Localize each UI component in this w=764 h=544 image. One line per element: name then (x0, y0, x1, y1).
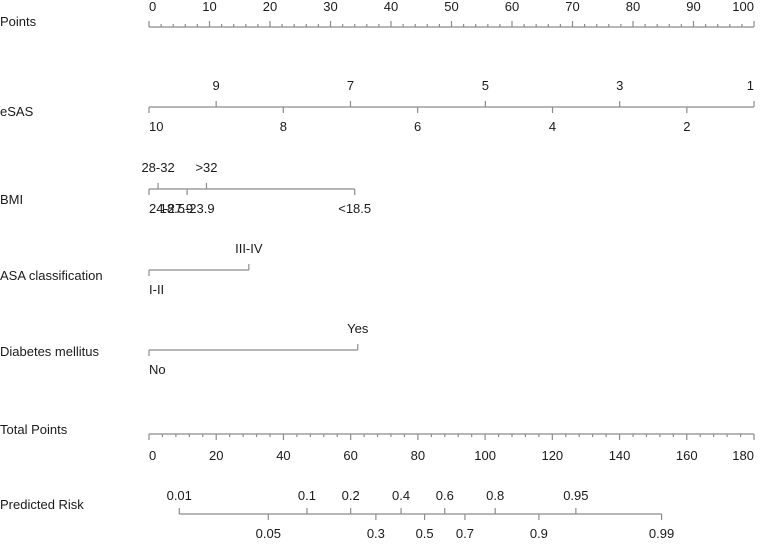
total-tick-label: 180 (732, 448, 754, 463)
risk-tick-label: 0.95 (563, 488, 588, 503)
risk-tick-label: 0.8 (486, 488, 504, 503)
points-tick-label: 10 (202, 0, 216, 14)
bmi-tick-label: 24-27.9 (149, 201, 193, 216)
points-tick-label: 90 (686, 0, 700, 14)
diabetes-tick-label: No (149, 362, 166, 377)
points-tick-label: 100 (732, 0, 754, 14)
esas-tick-label: 1 (747, 78, 754, 93)
total-tick-label: 40 (276, 448, 290, 463)
row-label-bmi: BMI (0, 192, 23, 207)
points-tick-label: 60 (505, 0, 519, 14)
row-label-asa: ASA classification (0, 268, 103, 283)
total-tick-label: 140 (609, 448, 631, 463)
total-tick-label: 80 (411, 448, 425, 463)
total-tick-label: 0 (149, 448, 156, 463)
risk-tick-label: 0.6 (436, 488, 454, 503)
points-tick-label: 0 (149, 0, 156, 14)
chart-marks: 0 10 20 30 40 50 60 70 80 90 100 10 9 8 7 6 5 4 3 2 1 24-27.9… (141, 0, 755, 541)
total-tick-label: 100 (474, 448, 496, 463)
total-tick-label: 120 (541, 448, 563, 463)
esas-tick-label: 4 (549, 119, 556, 134)
diabetes-tick-label: Yes (347, 321, 369, 336)
esas-tick-label: 9 (213, 78, 220, 93)
esas-tick-label: 3 (616, 78, 623, 93)
bmi-tick-label: <18.5 (338, 201, 371, 216)
points-tick-label: 70 (565, 0, 579, 14)
total-tick-label: 160 (676, 448, 698, 463)
asa-tick-label: I-II (149, 282, 164, 297)
row-label-esas: eSAS (0, 104, 34, 119)
esas-tick-label: 10 (149, 119, 163, 134)
total-tick-label: 20 (209, 448, 223, 463)
points-tick-label: 40 (384, 0, 398, 14)
row-label-predicted-risk: Predicted Risk (0, 497, 84, 512)
risk-tick-label: 0.4 (392, 488, 410, 503)
asa-tick-label: III-IV (235, 241, 263, 256)
bmi-tick-label: 28-32 (141, 160, 174, 175)
esas-tick-label: 7 (347, 78, 354, 93)
esas-tick-label: 8 (280, 119, 287, 134)
risk-tick-label: 0.99 (649, 526, 674, 541)
risk-tick-label: 0.2 (342, 488, 360, 503)
risk-tick-label: 0.7 (456, 526, 474, 541)
points-tick-label: 80 (626, 0, 640, 14)
esas-tick-label: 6 (414, 119, 421, 134)
row-label-total-points: Total Points (0, 422, 68, 437)
row-label-diabetes: Diabetes mellitus (0, 344, 99, 359)
risk-tick-label: 0.1 (298, 488, 316, 503)
risk-tick-label: 0.05 (256, 526, 281, 541)
points-tick-label: 50 (444, 0, 458, 14)
risk-tick-label: 0.5 (416, 526, 434, 541)
bmi-tick-label: 18.5-23.9 (160, 201, 215, 216)
esas-tick-label: 2 (683, 119, 690, 134)
row-labels: Points eSAS BMI ASA classification Diabe… (0, 14, 103, 512)
bmi-tick-label: >32 (195, 160, 217, 175)
risk-tick-label: 0.9 (530, 526, 548, 541)
risk-tick-label: 0.3 (367, 526, 385, 541)
points-tick-label: 30 (323, 0, 337, 14)
points-tick-label: 20 (263, 0, 277, 14)
risk-tick-label: 0.01 (167, 488, 192, 503)
esas-tick-label: 5 (482, 78, 489, 93)
row-label-points: Points (0, 14, 37, 29)
total-tick-label: 60 (343, 448, 357, 463)
